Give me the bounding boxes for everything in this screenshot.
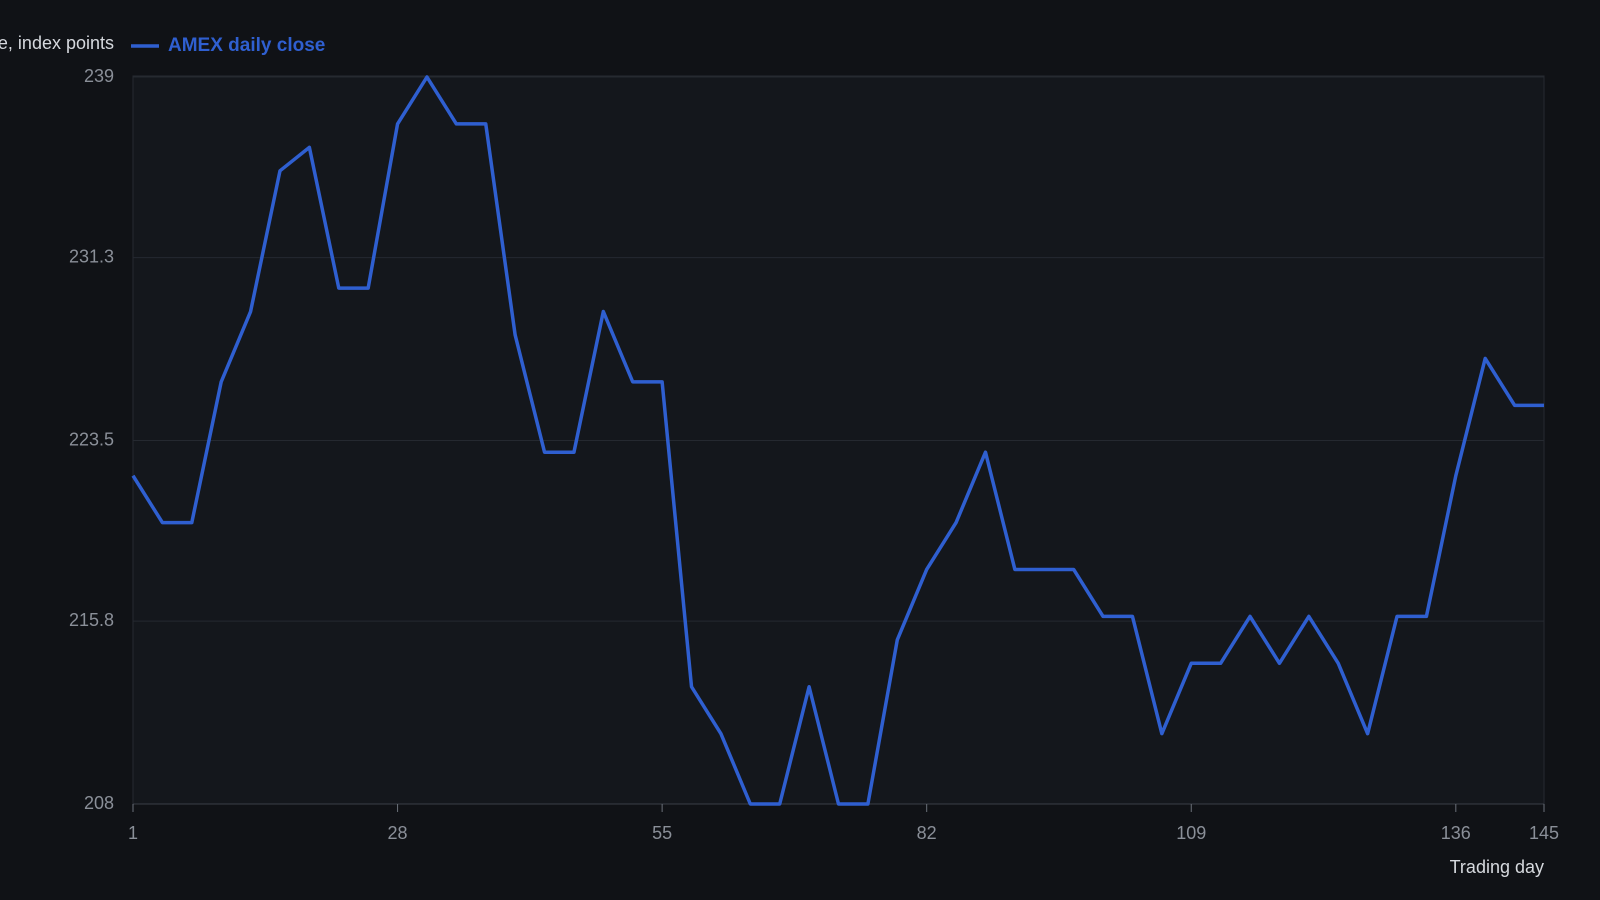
legend-label: AMEX daily close <box>168 35 325 56</box>
y-tick-label: 208 <box>84 793 114 813</box>
y-tick-label: 231.3 <box>69 246 114 266</box>
y-axis-label: Price, index points <box>0 33 114 53</box>
y-tick-label: 223.5 <box>69 429 114 449</box>
x-tick-label: 109 <box>1176 823 1206 843</box>
x-axis-label: Trading day <box>1450 857 1544 877</box>
x-tick-label: 145 <box>1529 823 1559 843</box>
x-tick-label: 1 <box>128 823 138 843</box>
y-tick-label: 239 <box>84 66 114 86</box>
x-tick-label: 136 <box>1441 823 1471 843</box>
x-tick-label: 82 <box>917 823 937 843</box>
x-tick-label: 55 <box>652 823 672 843</box>
line-series <box>131 75 1544 806</box>
y-tick-label: 215.8 <box>69 610 114 630</box>
x-tick-label: 28 <box>388 823 408 843</box>
